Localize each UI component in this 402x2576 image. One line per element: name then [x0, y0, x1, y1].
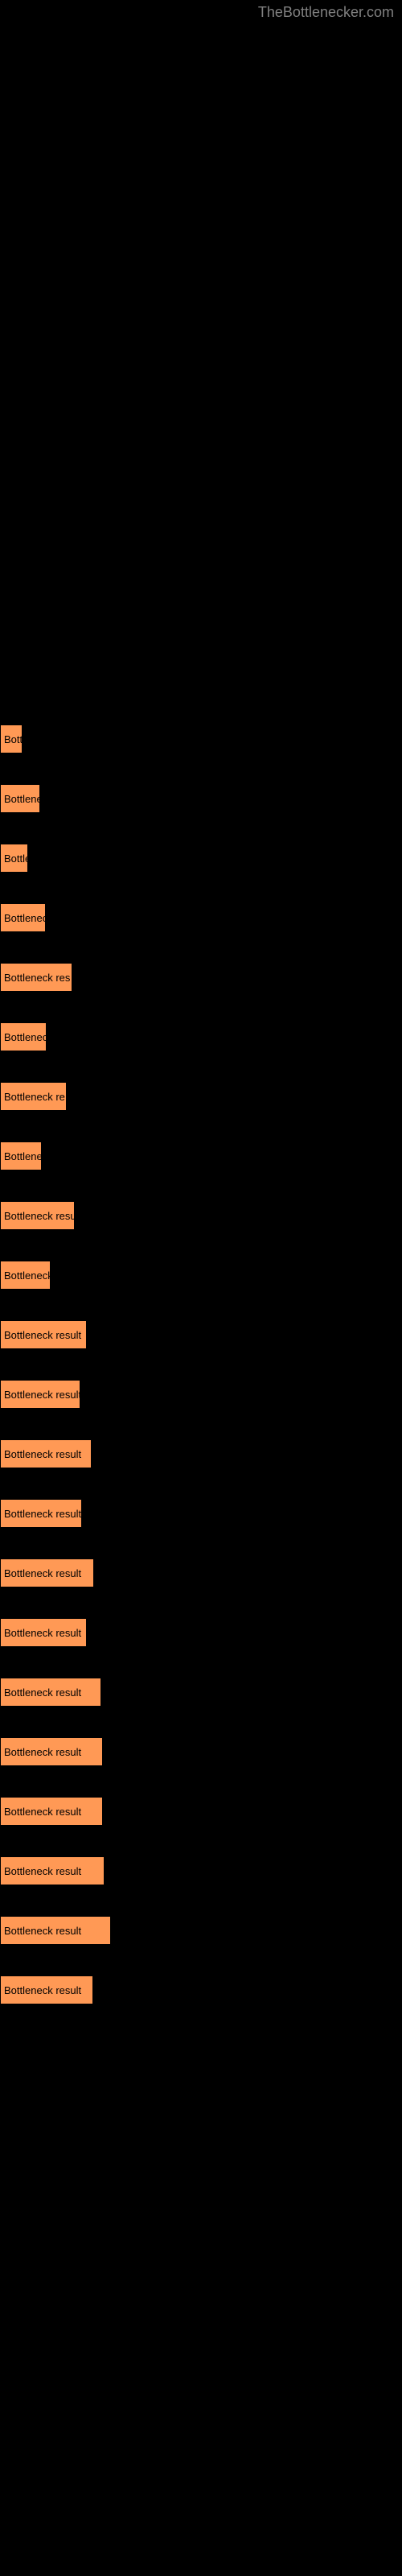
chart-bar: Bottleneck: [0, 1022, 47, 1051]
chart-bar: Bottleneck result: [0, 1975, 93, 2004]
chart-bar: Bottl: [0, 724, 23, 753]
bar-row: Bottleneck result: [0, 1737, 402, 1766]
bar-row: Bottleneck result: [0, 1618, 402, 1647]
chart-bar: Bottleneck result: [0, 1856, 105, 1885]
chart-bar: Bottleneck result: [0, 1320, 87, 1349]
bar-chart: Bottl Bottlenec Bottle Bottleneck Bottleneck…: [0, 0, 402, 2075]
chart-bar: Bottleneck result: [0, 1618, 87, 1647]
bar-row: Bottleneck result: [0, 1499, 402, 1528]
chart-bar: Bottleneck: [0, 903, 46, 932]
bar-row: Bottleneck resu: [0, 1201, 402, 1230]
bar-row: Bottleneck result: [0, 1320, 402, 1349]
bar-row: Bottleneck: [0, 1022, 402, 1051]
chart-bar: Bottleneck: [0, 1261, 51, 1290]
chart-bar: Bottleneck result: [0, 1439, 92, 1468]
chart-bar: Bottleneck result: [0, 1558, 94, 1587]
bar-row: Bottleneck result: [0, 1380, 402, 1409]
bar-row: Bottl: [0, 724, 402, 753]
bar-row: Bottleneck: [0, 1261, 402, 1290]
chart-bar: Bottleneck result: [0, 1737, 103, 1766]
bar-row: Bottleneck result: [0, 1856, 402, 1885]
bar-row: Bottleneck result: [0, 1678, 402, 1707]
bar-row: Bottleneck re: [0, 1082, 402, 1111]
chart-bar: Bottlenec: [0, 784, 40, 813]
chart-bar: Bottleneck result: [0, 1916, 111, 1945]
chart-bar: Bottleneck result: [0, 1678, 101, 1707]
chart-bar: Bottle: [0, 844, 28, 873]
bar-row: Bottleneck result: [0, 1439, 402, 1468]
chart-bar: Bottleneck res: [0, 963, 72, 992]
watermark-text: TheBottlenecker.com: [258, 4, 394, 21]
bar-row: Bottleneck result: [0, 1975, 402, 2004]
chart-bar: Bottlenec: [0, 1141, 42, 1170]
chart-bar: Bottleneck result: [0, 1499, 82, 1528]
bar-row: Bottleneck result: [0, 1797, 402, 1826]
chart-bar: Bottleneck result: [0, 1380, 80, 1409]
chart-bar: Bottleneck result: [0, 1797, 103, 1826]
bar-row: Bottlenec: [0, 784, 402, 813]
bar-row: Bottlenec: [0, 1141, 402, 1170]
chart-bar: Bottleneck re: [0, 1082, 67, 1111]
bar-row: Bottleneck: [0, 903, 402, 932]
bar-row: Bottleneck result: [0, 1558, 402, 1587]
chart-bar: Bottleneck resu: [0, 1201, 75, 1230]
bar-row: Bottle: [0, 844, 402, 873]
bar-row: Bottleneck result: [0, 1916, 402, 1945]
bar-row: Bottleneck res: [0, 963, 402, 992]
